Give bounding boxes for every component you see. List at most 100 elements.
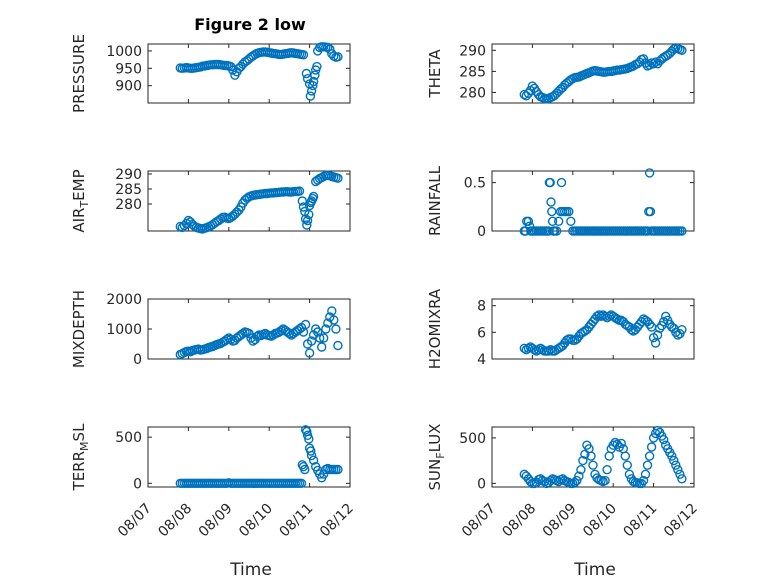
data-point <box>673 465 683 475</box>
data-point <box>298 202 309 212</box>
data-series <box>175 170 343 234</box>
data-point <box>677 474 687 484</box>
data-point <box>304 348 315 358</box>
data-point <box>523 343 534 353</box>
data-point <box>306 446 316 456</box>
data-point <box>315 333 325 343</box>
data-point <box>333 464 343 475</box>
y-axis-label-5: MIXDEPTH <box>70 290 88 368</box>
data-point <box>296 478 307 488</box>
data-point <box>304 209 314 220</box>
data-point <box>642 460 653 470</box>
data-point <box>636 478 647 489</box>
data-point <box>570 477 580 488</box>
y-tick-label: 0 <box>477 224 486 240</box>
data-point <box>302 73 313 84</box>
data-point <box>650 428 661 439</box>
data-point <box>602 465 612 475</box>
axes-box <box>147 43 351 104</box>
x-axis-label-left: Time <box>229 560 272 580</box>
data-point <box>238 328 248 339</box>
data-point <box>226 334 236 345</box>
data-point <box>319 333 329 343</box>
data-series <box>519 43 687 104</box>
y-axis-label-7: TERRMSL <box>70 423 91 492</box>
subplot-6: 4 6 8 H2OMIXRA <box>426 288 695 369</box>
data-point <box>677 226 687 236</box>
data-point <box>646 442 657 452</box>
y-tick-label: 285 <box>459 64 486 80</box>
data-point <box>331 324 341 334</box>
data-point <box>612 314 622 324</box>
data-point <box>659 435 669 445</box>
y-tick-label: 8 <box>477 299 486 315</box>
y-axis-label-6: H2OMIXRA <box>426 288 444 369</box>
data-series <box>519 425 687 489</box>
data-point <box>300 425 311 435</box>
y-tick-label: 500 <box>115 430 142 446</box>
data-series <box>519 168 687 236</box>
y-tick-label: 280 <box>115 197 142 213</box>
data-point <box>305 91 316 101</box>
data-point <box>638 475 649 486</box>
y-axis-label-4: RAINFALL <box>426 165 444 236</box>
subplot-5: 0 1000 2000 MIXDEPTH <box>70 290 351 368</box>
data-point <box>564 206 574 217</box>
data-point <box>644 168 655 178</box>
data-point <box>546 197 556 207</box>
data-point <box>252 331 262 342</box>
data-point <box>644 319 655 329</box>
data-point <box>317 342 327 352</box>
y-axis-label-8: SUNFLUX <box>426 424 447 491</box>
data-point <box>622 460 632 470</box>
data-series <box>175 306 343 360</box>
data-point <box>616 438 626 449</box>
y-axis-label-1: PRESSURE <box>70 34 88 113</box>
data-point <box>297 196 307 206</box>
data-point <box>523 216 534 227</box>
data-series <box>175 42 343 101</box>
data-point <box>669 455 679 466</box>
data-point <box>644 451 655 461</box>
x-axis-label-right: Time <box>573 560 616 580</box>
data-point <box>677 325 687 335</box>
data-point <box>284 328 295 339</box>
y-tick-label: 0 <box>133 352 142 368</box>
subplot-4: 0 0.5 RAINFALL <box>426 165 695 240</box>
figure-title: Figure 2 low <box>194 15 306 34</box>
data-point <box>675 469 685 479</box>
data-point <box>304 434 314 444</box>
data-point <box>586 451 596 461</box>
data-point <box>554 216 564 227</box>
y-tick-label: 1000 <box>106 44 142 60</box>
data-point <box>671 327 681 337</box>
data-point <box>298 50 309 60</box>
data-point <box>576 465 586 475</box>
y-axis-label-2: THETA <box>426 49 444 99</box>
data-point <box>612 439 622 449</box>
data-point <box>620 451 630 461</box>
data-point <box>574 471 584 481</box>
data-point <box>302 215 313 226</box>
y-axis-label-3: AIRTEMP <box>70 169 91 232</box>
data-point <box>652 330 663 340</box>
data-point <box>333 173 343 183</box>
data-point <box>329 315 339 325</box>
data-point <box>604 311 614 321</box>
data-point <box>327 306 337 316</box>
data-point <box>308 455 319 465</box>
data-point <box>333 52 343 62</box>
y-tick-label: 285 <box>115 182 142 198</box>
data-point <box>244 328 254 339</box>
data-point <box>321 324 331 334</box>
y-tick-label: 290 <box>115 167 142 183</box>
data-point <box>312 61 322 72</box>
data-point <box>308 76 319 87</box>
data-point <box>572 475 582 486</box>
subplot-2: 280 285 290 THETA <box>426 43 695 104</box>
data-point <box>297 460 307 470</box>
